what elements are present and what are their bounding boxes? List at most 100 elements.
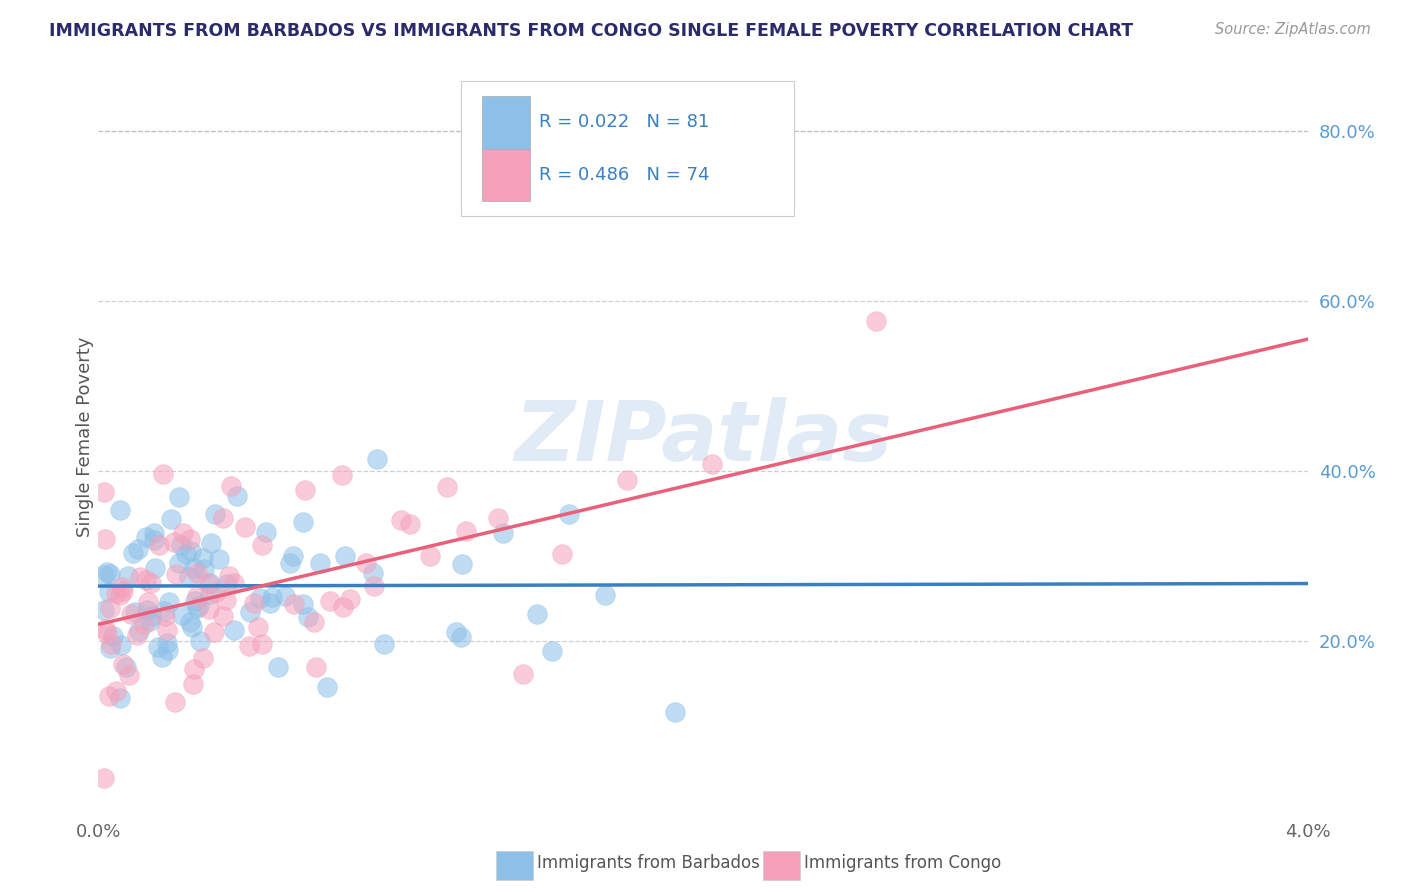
Point [200,535,222,549]
Point [162,535,184,549]
Point [181,620,204,634]
Point [93,485,115,500]
Point [93,603,115,617]
Point [446,624,468,639]
Point [219,479,242,493]
Point [114,660,136,674]
Point [197,575,219,590]
Point [93,622,115,636]
FancyBboxPatch shape [461,81,793,216]
Point [96,625,118,640]
Point [200,587,222,601]
FancyBboxPatch shape [482,96,530,149]
Point [243,596,266,610]
Point [155,623,177,637]
Point [526,607,548,622]
Point [157,643,180,657]
Point [1357,299,1379,313]
Point [389,512,412,526]
Point [156,636,179,650]
Point [224,576,246,591]
Point [254,524,277,539]
Point [122,546,145,560]
Point [280,557,302,571]
Point [157,595,180,609]
Point [291,516,314,530]
Text: Source: ZipAtlas.com: Source: ZipAtlas.com [1215,22,1371,37]
Point [354,556,377,570]
Point [330,467,353,482]
Point [160,512,183,526]
Point [179,532,201,546]
Point [127,628,149,642]
Point [146,640,169,654]
Point [165,566,187,581]
Point [167,556,190,570]
Point [190,634,212,648]
Point [94,532,117,546]
Point [294,483,316,497]
Point [292,598,315,612]
Point [450,631,472,645]
Point [117,667,139,681]
Point [250,538,273,552]
Point [184,594,207,608]
Point [865,313,887,327]
Point [152,467,174,481]
Point [179,569,201,583]
Point [486,510,509,524]
Point [247,620,270,634]
Point [250,637,273,651]
Point [169,490,191,504]
Point [202,625,225,640]
Point [492,526,515,541]
Text: R = 0.022   N = 81: R = 0.022 N = 81 [538,113,709,131]
Point [454,524,477,538]
Point [141,608,163,623]
Point [98,567,121,582]
Point [281,549,304,564]
Point [96,565,118,579]
Point [339,592,361,607]
Point [186,600,208,615]
Point [319,594,342,608]
Point [104,684,127,698]
Point [226,489,249,503]
Point [316,681,339,695]
Point [193,562,215,576]
Point [436,480,458,494]
Point [150,649,173,664]
Point [153,609,176,624]
Point [180,543,202,558]
Text: Immigrants from Barbados: Immigrants from Barbados [537,855,761,872]
Point [224,623,246,637]
Point [183,662,205,676]
Point [274,589,297,603]
Point [233,520,256,534]
Point [593,588,616,602]
Point [540,643,562,657]
Point [204,507,226,521]
Point [143,533,166,547]
Point [249,591,271,606]
Point [450,558,472,572]
Point [111,580,134,594]
Point [373,637,395,651]
Point [134,617,156,632]
Point [136,603,159,617]
Point [172,607,194,622]
Point [267,660,290,674]
Point [191,550,214,565]
Point [197,601,219,615]
Point [153,604,176,618]
Point [333,549,356,564]
Point [129,570,152,584]
Point [143,525,166,540]
Point [104,585,127,599]
Point [702,457,724,471]
Point [304,615,326,629]
Point [186,566,208,580]
Point [399,517,422,532]
Point [239,606,262,620]
Point [145,561,167,575]
